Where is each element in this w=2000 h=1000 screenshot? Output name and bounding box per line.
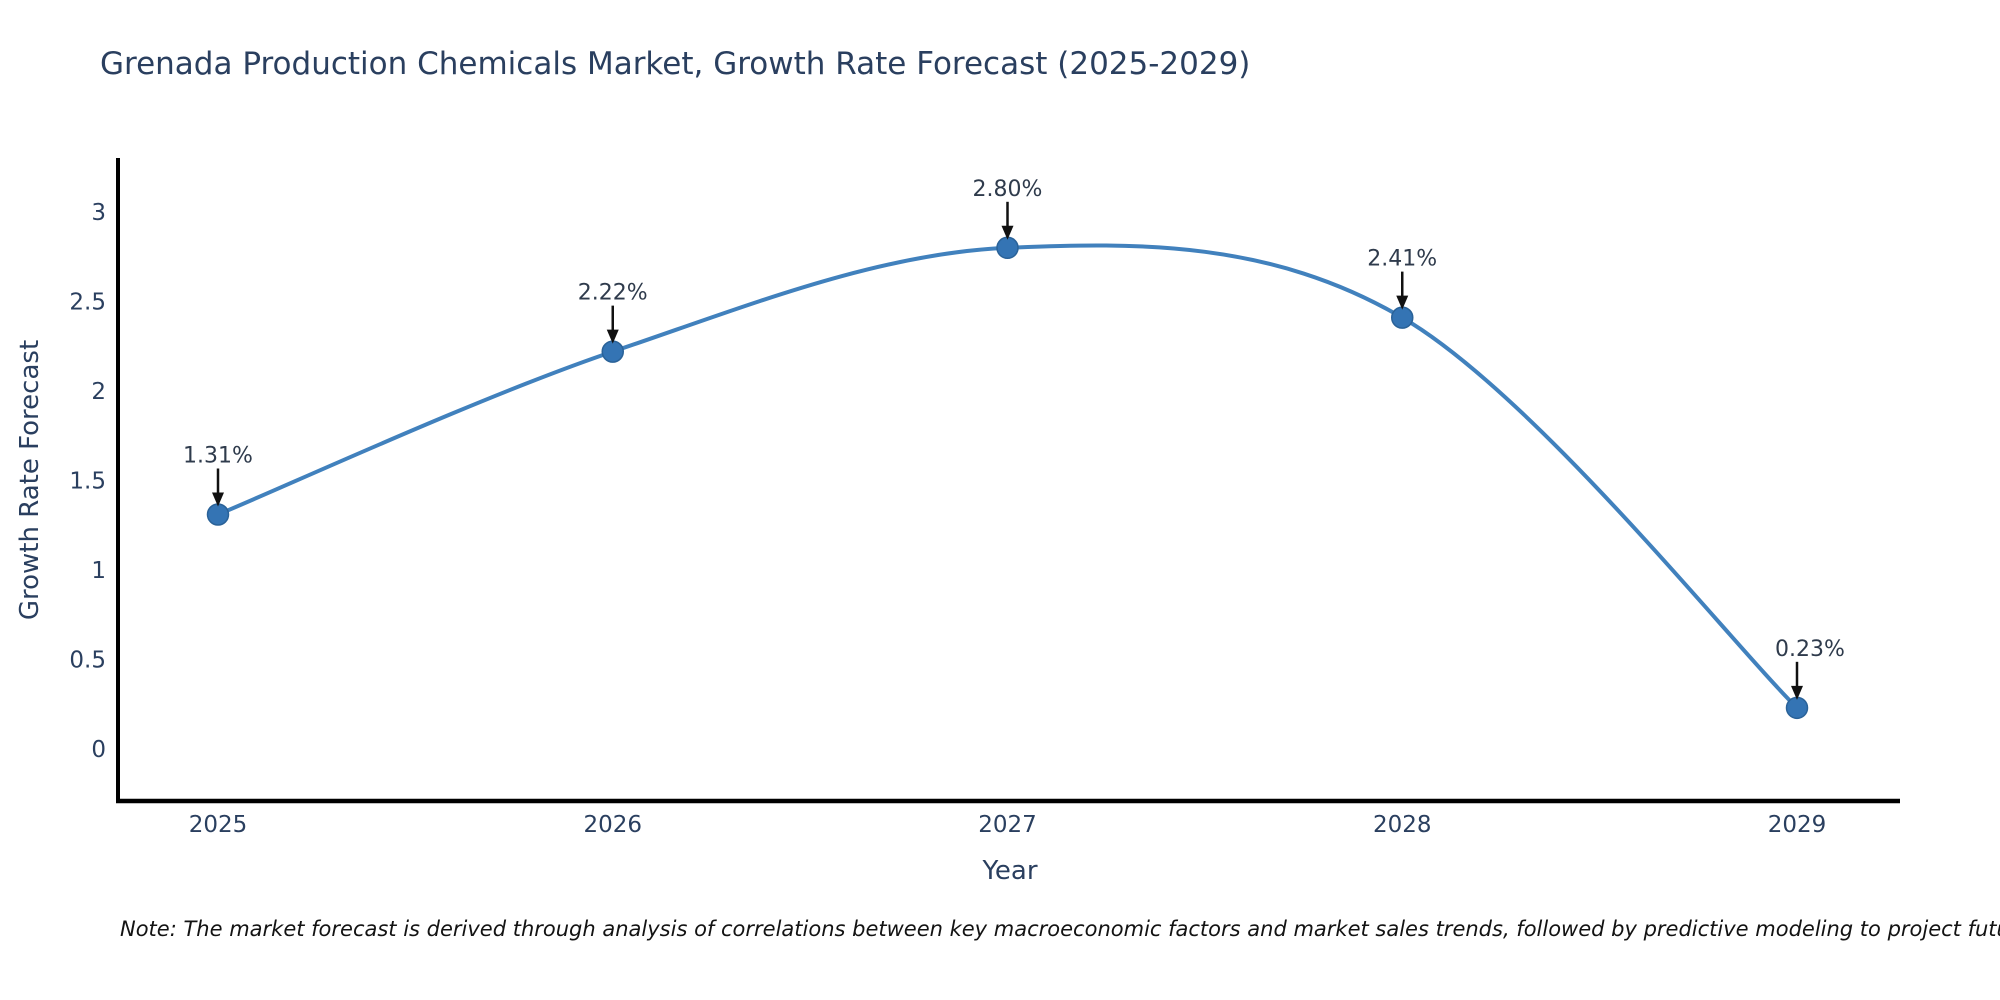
- x-tick-label: 2026: [583, 812, 642, 838]
- y-tick-label: 2.5: [69, 290, 106, 316]
- data-label: 0.23%: [1775, 637, 1845, 662]
- y-tick-label: 0: [91, 737, 106, 763]
- data-point-2027[interactable]: [996, 236, 1019, 260]
- data-point-2026[interactable]: [601, 340, 624, 363]
- annotation-arrow-head: [1001, 225, 1014, 240]
- data-label: 2.41%: [1367, 247, 1437, 272]
- footnote: Note: The market forecast is derived thr…: [120, 917, 2000, 941]
- chart-title: Grenada Production Chemicals Market, Gro…: [100, 46, 1251, 82]
- y-tick-label: 0.5: [69, 648, 106, 674]
- x-axis-title: Year: [982, 856, 1038, 886]
- data-label: 1.31%: [183, 444, 253, 469]
- y-tick-label: 1.5: [69, 469, 106, 495]
- x-tick-label: 2029: [1768, 812, 1827, 838]
- annotation-arrow-head: [1791, 685, 1803, 700]
- data-label: 2.22%: [578, 281, 648, 306]
- forecast-line: [216, 243, 1799, 710]
- annotation-arrow-head: [606, 329, 619, 344]
- x-tick-label: 2027: [978, 812, 1037, 838]
- annotation-arrow-head: [1396, 295, 1409, 310]
- data-point-2028[interactable]: [1391, 306, 1414, 329]
- x-tick-label: 2028: [1373, 812, 1432, 838]
- x-tick-label: 2025: [189, 812, 248, 838]
- y-tick-label: 2: [91, 379, 106, 405]
- data-point-2029[interactable]: [1785, 696, 1809, 720]
- y-tick-label: 1: [91, 558, 106, 584]
- data-point-2025[interactable]: [206, 503, 230, 526]
- y-tick-label: 3: [91, 200, 106, 226]
- annotation-arrow-head: [212, 492, 224, 507]
- data-label: 2.80%: [973, 177, 1043, 202]
